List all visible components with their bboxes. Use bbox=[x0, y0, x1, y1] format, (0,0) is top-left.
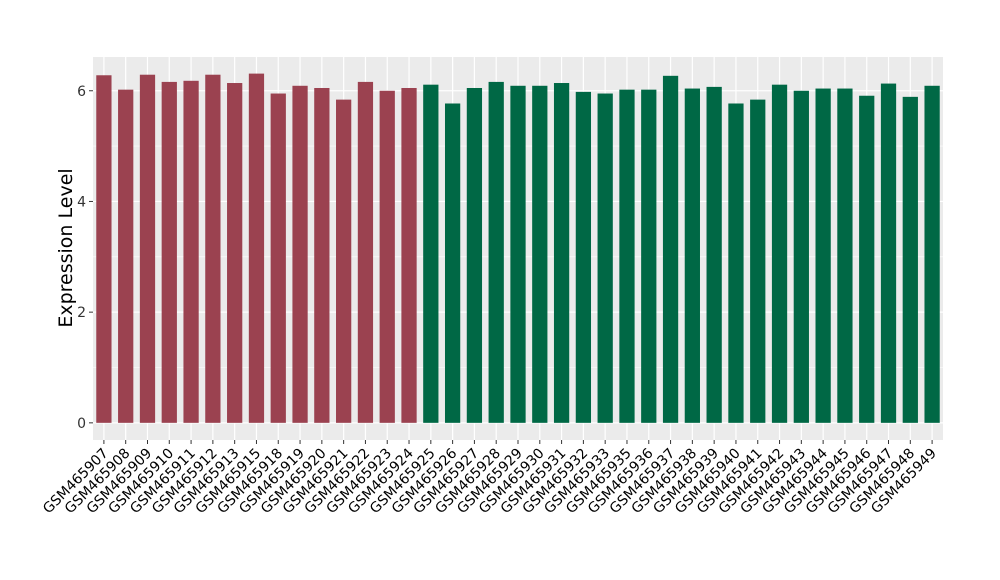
bar-GSM465918 bbox=[270, 93, 286, 423]
bar-GSM465945 bbox=[837, 88, 853, 423]
y-axis: 0 2 4 6 bbox=[77, 84, 93, 432]
bar-GSM465912 bbox=[205, 74, 221, 423]
bar-GSM465948 bbox=[902, 96, 918, 423]
bar-GSM465925 bbox=[423, 84, 439, 423]
bar-GSM465935 bbox=[619, 89, 635, 423]
bar-GSM465929 bbox=[510, 85, 526, 423]
bar-GSM465911 bbox=[183, 80, 199, 423]
bar-GSM465944 bbox=[815, 88, 831, 423]
bar-GSM465937 bbox=[662, 75, 679, 423]
bar-GSM465909 bbox=[139, 74, 156, 423]
bar-GSM465915 bbox=[248, 73, 265, 423]
y-tick-label: 0 bbox=[77, 416, 86, 432]
y-tick-label: 4 bbox=[77, 194, 86, 210]
bar-GSM465907 bbox=[96, 75, 112, 423]
bar-GSM465920 bbox=[314, 87, 330, 423]
bar-GSM465913 bbox=[227, 83, 243, 423]
bar-GSM465940 bbox=[728, 103, 744, 423]
bar-GSM465922 bbox=[357, 81, 374, 423]
bar-GSM465921 bbox=[336, 99, 352, 423]
x-axis: GSM465907GSM465908GSM465909GSM465910GSM4… bbox=[40, 440, 940, 517]
bar-GSM465941 bbox=[750, 99, 766, 423]
bar-GSM465926 bbox=[444, 103, 461, 423]
bar-GSM465930 bbox=[532, 85, 548, 423]
bar-GSM465936 bbox=[641, 89, 657, 423]
y-tick-label: 2 bbox=[77, 305, 86, 321]
y-axis-label: Expression Level bbox=[55, 168, 77, 327]
bar-GSM465949 bbox=[924, 85, 940, 423]
bar-GSM465932 bbox=[575, 91, 592, 423]
bar-GSM465933 bbox=[597, 93, 613, 423]
bar-GSM465943 bbox=[793, 90, 809, 423]
bar-GSM465923 bbox=[379, 90, 395, 423]
bar-GSM465928 bbox=[488, 81, 504, 423]
bars bbox=[96, 73, 940, 423]
bar-GSM465938 bbox=[684, 88, 700, 423]
bar-GSM465908 bbox=[118, 89, 134, 423]
bar-GSM465942 bbox=[771, 84, 788, 423]
bar-GSM465931 bbox=[553, 83, 570, 423]
bar-GSM465946 bbox=[859, 95, 875, 423]
bar-GSM465924 bbox=[401, 87, 417, 423]
y-tick-label: 6 bbox=[77, 84, 86, 100]
bar-GSM465939 bbox=[706, 86, 722, 423]
bar-GSM465919 bbox=[292, 85, 308, 423]
bar-GSM465927 bbox=[466, 87, 483, 423]
bar-GSM465910 bbox=[161, 81, 177, 423]
bar-GSM465947 bbox=[880, 83, 897, 423]
